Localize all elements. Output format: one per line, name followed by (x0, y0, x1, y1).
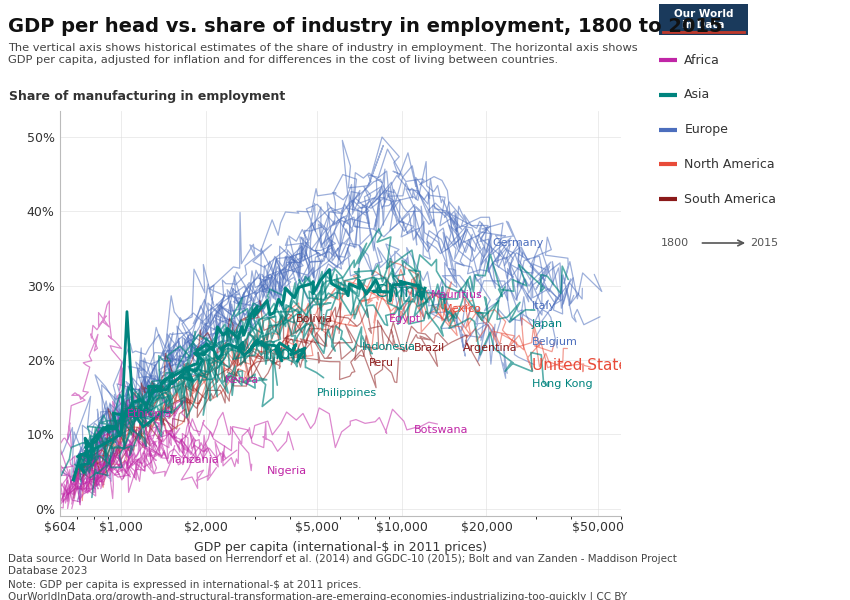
Text: Italy: Italy (532, 301, 556, 311)
Text: in Data: in Data (682, 20, 724, 30)
Text: Japan: Japan (532, 319, 563, 329)
Text: Nigeria: Nigeria (267, 466, 307, 476)
Text: South America: South America (684, 193, 776, 206)
Text: United States: United States (532, 358, 636, 373)
Text: Europe: Europe (684, 123, 728, 136)
Text: The vertical axis shows historical estimates of the share of industry in employm: The vertical axis shows historical estim… (8, 43, 638, 65)
X-axis label: GDP per capita (international-$ in 2011 prices): GDP per capita (international-$ in 2011 … (194, 541, 486, 554)
Text: Share of manufacturing in employment: Share of manufacturing in employment (9, 90, 286, 103)
Text: 1800: 1800 (660, 238, 689, 248)
Text: Brazil: Brazil (414, 343, 445, 353)
Text: Kenya: Kenya (225, 375, 259, 385)
Text: Bolivia: Bolivia (296, 314, 333, 324)
Text: GDP per head vs. share of industry in employment, 1800 to 2015: GDP per head vs. share of industry in em… (8, 17, 723, 36)
Text: Tanzania: Tanzania (171, 455, 219, 464)
Text: Argentina: Argentina (463, 343, 518, 353)
Text: 2015: 2015 (751, 238, 779, 248)
Text: Hong Kong: Hong Kong (532, 379, 592, 389)
Text: Data source: Our World In Data based on Herrendorf et al. (2014) and GGDC-10 (20: Data source: Our World In Data based on … (8, 554, 677, 576)
Text: Africa: Africa (684, 53, 720, 67)
Text: North America: North America (684, 158, 775, 171)
Text: Ethiopia: Ethiopia (127, 409, 173, 419)
Text: India: India (263, 345, 307, 363)
Text: Belgium: Belgium (532, 337, 578, 347)
Text: Mexico: Mexico (443, 304, 482, 314)
Text: Note: GDP per capita is expressed in international-$ at 2011 prices.: Note: GDP per capita is expressed in int… (8, 580, 362, 590)
Text: Germany: Germany (492, 238, 544, 248)
Text: Indonesia: Indonesia (362, 341, 416, 352)
Text: Asia: Asia (684, 88, 711, 101)
Text: OurWorldInData.org/growth-and-structural-transformation-are-emerging-economies-i: OurWorldInData.org/growth-and-structural… (8, 592, 627, 600)
Text: Mauritius: Mauritius (431, 290, 483, 300)
Text: Botswana: Botswana (414, 425, 468, 435)
Text: Peru: Peru (368, 358, 394, 368)
Text: China: China (375, 283, 426, 301)
Text: Our World: Our World (673, 8, 733, 19)
Text: Philippines: Philippines (317, 388, 377, 398)
Text: Egypt: Egypt (389, 314, 422, 324)
